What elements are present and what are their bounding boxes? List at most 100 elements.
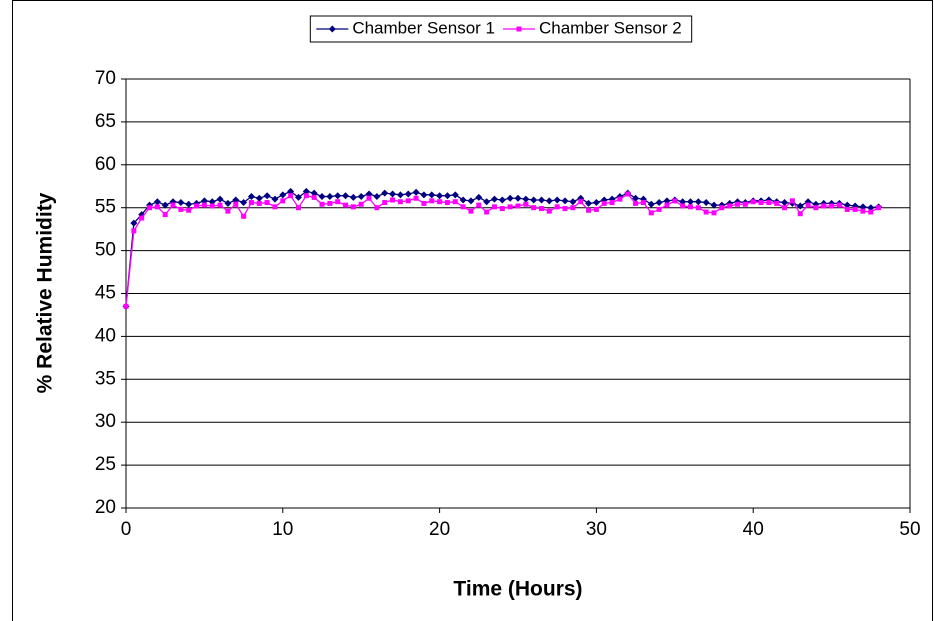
data-point [444, 200, 450, 206]
data-point [545, 197, 553, 205]
data-point [523, 201, 529, 207]
data-point [396, 191, 404, 199]
data-point [404, 190, 412, 198]
data-point [233, 201, 239, 207]
data-point [852, 206, 858, 212]
data-point [185, 200, 193, 208]
data-point [186, 207, 192, 213]
data-point [742, 201, 748, 207]
data-point [436, 192, 444, 200]
data-point [648, 210, 654, 216]
legend-item: Chamber Sensor 2 [503, 18, 682, 37]
data-point [443, 192, 451, 200]
data-point [366, 195, 372, 201]
data-point [374, 205, 380, 211]
data-point [844, 206, 850, 212]
data-point [382, 200, 388, 206]
data-point [498, 196, 506, 204]
data-point [279, 191, 287, 199]
data-point [256, 200, 262, 206]
data-point [194, 203, 200, 209]
data-point [860, 208, 866, 214]
data-point [209, 203, 215, 209]
data-point [147, 205, 153, 211]
data-point [843, 201, 851, 209]
legend-label: Chamber Sensor 2 [539, 18, 682, 37]
data-point [311, 194, 317, 200]
data-point [687, 204, 693, 210]
y-tick-label: 45 [95, 283, 116, 304]
data-point [656, 206, 662, 212]
data-point [224, 199, 232, 207]
data-point [617, 196, 623, 202]
data-point [789, 198, 795, 204]
data-point [702, 199, 710, 207]
data-point [131, 228, 137, 234]
data-point [334, 192, 342, 200]
data-point [522, 195, 530, 203]
data-point [797, 211, 803, 217]
data-point [703, 209, 709, 215]
data-point [680, 203, 686, 209]
data-point [272, 204, 278, 210]
data-point [302, 187, 310, 195]
data-point [264, 200, 270, 206]
data-point [750, 199, 756, 205]
y-tick-label: 25 [95, 454, 116, 475]
data-point [686, 198, 694, 206]
data-point [412, 188, 420, 196]
data-point [868, 209, 874, 215]
data-point [836, 202, 842, 208]
x-tick-label: 10 [272, 519, 293, 540]
data-point [349, 193, 357, 201]
data-point [562, 206, 568, 212]
data-point [343, 202, 349, 208]
data-point [255, 194, 263, 202]
data-point [271, 195, 279, 203]
data-point [876, 205, 882, 211]
data-point [553, 196, 561, 204]
data-point [358, 201, 364, 207]
data-point [139, 215, 145, 221]
data-point [711, 210, 717, 216]
data-point [288, 193, 294, 199]
data-point [130, 219, 138, 227]
data-point [531, 205, 537, 211]
data-point [867, 204, 875, 212]
data-point [123, 303, 129, 309]
data-point [561, 197, 569, 205]
x-tick-label: 30 [586, 519, 607, 540]
data-point [153, 198, 161, 206]
legend-box [309, 15, 693, 43]
data-point [350, 204, 356, 210]
data-point [601, 200, 607, 206]
data-point [428, 191, 436, 199]
data-point [570, 205, 576, 211]
data-point [609, 200, 615, 206]
data-point [381, 189, 389, 197]
data-point [468, 208, 474, 214]
data-point [373, 193, 381, 201]
y-tick-label: 30 [95, 411, 116, 432]
data-point [287, 187, 295, 195]
data-point [475, 193, 483, 201]
data-point [663, 197, 671, 205]
data-point [782, 205, 788, 211]
data-point [451, 191, 459, 199]
data-point [632, 194, 640, 202]
data-point [546, 208, 552, 214]
data-point [727, 203, 733, 209]
data-point [829, 203, 835, 209]
data-point [664, 202, 670, 208]
data-point [774, 200, 780, 206]
data-point [821, 203, 827, 209]
data-point [499, 206, 505, 212]
data-point [420, 191, 428, 199]
data-point [490, 195, 498, 203]
data-point [514, 194, 522, 202]
data-point [310, 189, 318, 197]
data-point [585, 199, 593, 207]
data-point [357, 193, 365, 201]
data-point [719, 205, 725, 211]
data-point [452, 199, 458, 205]
